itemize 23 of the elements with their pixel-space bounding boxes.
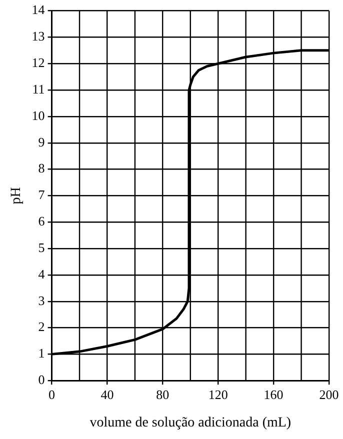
y-tick-label: 1 bbox=[38, 346, 45, 361]
y-tick-label: 10 bbox=[32, 108, 45, 123]
y-tick-label: 6 bbox=[38, 214, 46, 229]
y-tick-label: 13 bbox=[32, 28, 45, 44]
y-tick-label: 8 bbox=[38, 160, 45, 176]
y-tick-label: 4 bbox=[38, 266, 46, 282]
y-tick-label: 5 bbox=[38, 240, 45, 255]
y-tick-label: 11 bbox=[32, 81, 45, 96]
x-tick-label: 40 bbox=[100, 386, 114, 402]
y-tick-label: 9 bbox=[38, 134, 45, 150]
x-tick-label: 0 bbox=[48, 386, 56, 402]
x-tick-label: 80 bbox=[156, 386, 170, 402]
y-axis-title: pH bbox=[9, 187, 24, 204]
y-tick-label: 12 bbox=[32, 55, 45, 70]
y-tick-label: 7 bbox=[38, 187, 46, 202]
y-tick-label: 14 bbox=[32, 2, 46, 18]
x-tick-label: 200 bbox=[319, 386, 339, 402]
y-tick-label: 3 bbox=[38, 292, 45, 308]
x-tick-label: 120 bbox=[208, 386, 228, 402]
x-tick-label: 160 bbox=[264, 386, 284, 402]
y-tick-label: 2 bbox=[38, 319, 45, 334]
y-tick-label: 0 bbox=[38, 372, 45, 388]
x-axis-title: volume de solução adicionada (mL) bbox=[90, 415, 292, 430]
